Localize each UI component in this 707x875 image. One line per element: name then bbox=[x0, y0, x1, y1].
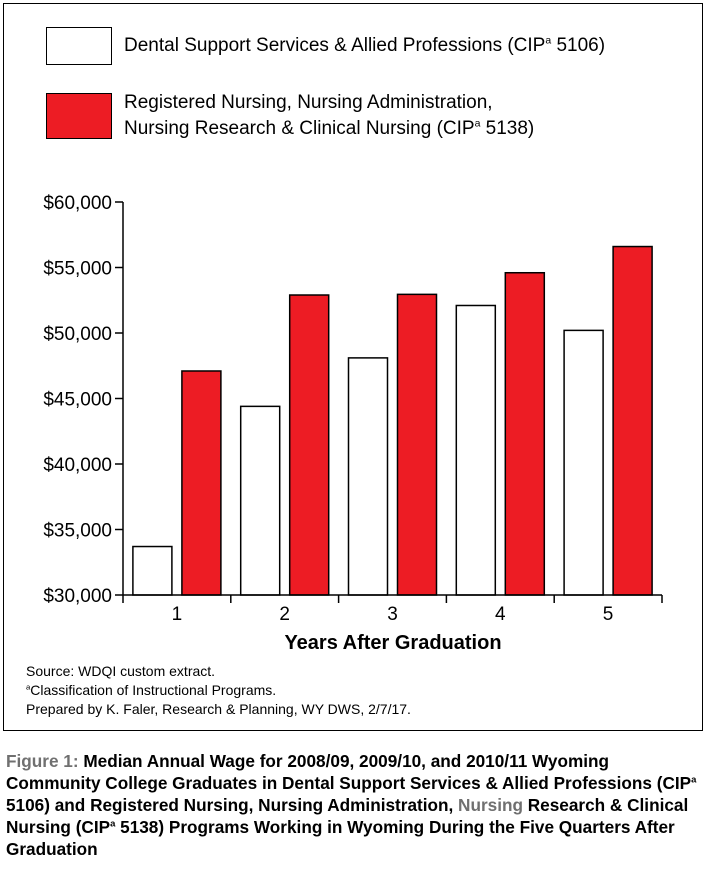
footnote-cip: aClassification of Instructional Program… bbox=[26, 682, 277, 698]
x-tick-label: 3 bbox=[387, 604, 398, 625]
legend-swatch-dental bbox=[46, 27, 112, 65]
bars bbox=[132, 245, 653, 596]
bar-nursing bbox=[181, 370, 222, 596]
legend-item-dental: Dental Support Services & Allied Profess… bbox=[46, 27, 605, 65]
x-tick-label: 2 bbox=[279, 604, 290, 625]
y-tick-label: $55,000 bbox=[43, 259, 112, 280]
y-axis: $30,000 $35,000 $40,000 $45,000 $50,000 $55,0… bbox=[43, 193, 124, 607]
bar-nursing bbox=[288, 294, 330, 596]
y-tick-label: $45,000 bbox=[43, 390, 112, 411]
figure-caption: Figure 1: Median Annual Wage for 2008/09… bbox=[6, 751, 697, 859]
x-tick-label: 1 bbox=[172, 604, 183, 625]
x-tick-label: 4 bbox=[495, 604, 506, 625]
y-tick-label: $50,000 bbox=[43, 324, 112, 345]
bar-dental bbox=[132, 545, 173, 596]
figure-label: Figure 1: bbox=[6, 751, 79, 771]
source-note: Source: WDQI custom extract. bbox=[26, 663, 216, 679]
y-tick-label: $35,000 bbox=[43, 521, 112, 542]
x-tick-label: 5 bbox=[603, 604, 614, 625]
bar-nursing bbox=[612, 245, 653, 596]
legend-label-nursing: Registered Nursing, Nursing Administrati… bbox=[124, 92, 535, 139]
y-tick-label: $40,000 bbox=[43, 455, 112, 476]
legend-swatch-nursing bbox=[46, 93, 112, 139]
x-axis-title: Years After Graduation bbox=[284, 632, 501, 654]
bar-nursing bbox=[396, 293, 438, 596]
bar-chart: $30,000 $35,000 $40,000 $45,000 $50,000 $55,0… bbox=[43, 193, 663, 654]
x-axis: 1 2 3 4 5 bbox=[122, 594, 663, 625]
y-tick-label: $30,000 bbox=[43, 586, 112, 607]
figure-frame bbox=[3, 3, 703, 731]
bar-nursing bbox=[504, 271, 546, 596]
legend-label-dental: Dental Support Services & Allied Profess… bbox=[124, 35, 606, 56]
prepared-by-note: Prepared by K. Faler, Research & Plannin… bbox=[26, 701, 411, 717]
bar-dental bbox=[563, 329, 604, 596]
legend-item-nursing: Registered Nursing, Nursing Administrati… bbox=[46, 90, 534, 142]
bar-dental bbox=[239, 405, 281, 596]
y-tick-label: $60,000 bbox=[43, 193, 112, 214]
bar-dental bbox=[347, 357, 389, 596]
chart-notes: Source: WDQI custom extract. aClassifica… bbox=[26, 662, 411, 719]
bar-dental bbox=[455, 304, 497, 596]
